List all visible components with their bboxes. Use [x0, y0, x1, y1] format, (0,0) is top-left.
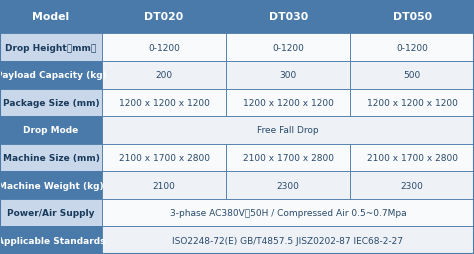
- Text: 2300: 2300: [401, 181, 424, 190]
- Text: 1200 x 1200 x 1200: 1200 x 1200 x 1200: [118, 99, 210, 107]
- Text: DT020: DT020: [145, 12, 183, 22]
- Bar: [226, 34, 350, 62]
- Bar: [350, 144, 474, 172]
- Bar: [102, 144, 226, 172]
- Text: 300: 300: [280, 71, 297, 80]
- Text: Payload Capacity (kg): Payload Capacity (kg): [0, 71, 106, 80]
- Bar: [0, 144, 102, 172]
- Bar: [0, 199, 102, 227]
- Text: 3-phase AC380V，50H / Compressed Air 0.5~0.7Mpa: 3-phase AC380V，50H / Compressed Air 0.5~…: [170, 208, 406, 217]
- Text: Power/Air Supply: Power/Air Supply: [7, 208, 95, 217]
- Text: 200: 200: [155, 71, 173, 80]
- Bar: [102, 89, 226, 117]
- Bar: [102, 117, 474, 144]
- Text: DT050: DT050: [392, 12, 432, 22]
- Bar: [0, 0, 102, 34]
- Bar: [102, 0, 226, 34]
- Bar: [102, 227, 474, 254]
- Text: 500: 500: [403, 71, 421, 80]
- Text: 2100 x 1700 x 2800: 2100 x 1700 x 2800: [118, 153, 210, 162]
- Text: 2100: 2100: [153, 181, 175, 190]
- Text: Free Fall Drop: Free Fall Drop: [257, 126, 319, 135]
- Text: 1200 x 1200 x 1200: 1200 x 1200 x 1200: [243, 99, 334, 107]
- Text: Drop Height（mm）: Drop Height（mm）: [5, 44, 97, 53]
- Text: Applicable Standards: Applicable Standards: [0, 236, 105, 245]
- Bar: [0, 62, 102, 89]
- Bar: [0, 34, 102, 62]
- Text: ISO2248-72(E) GB/T4857.5 JISZ0202-87 IEC68-2-27: ISO2248-72(E) GB/T4857.5 JISZ0202-87 IEC…: [173, 236, 403, 245]
- Text: Drop Mode: Drop Mode: [23, 126, 79, 135]
- Bar: [350, 0, 474, 34]
- Text: 0-1200: 0-1200: [148, 44, 180, 53]
- Text: 2100 x 1700 x 2800: 2100 x 1700 x 2800: [243, 153, 334, 162]
- Bar: [0, 117, 102, 144]
- Bar: [350, 34, 474, 62]
- Text: Machine Weight (kg): Machine Weight (kg): [0, 181, 104, 190]
- Bar: [226, 89, 350, 117]
- Text: 2300: 2300: [277, 181, 300, 190]
- Text: 1200 x 1200 x 1200: 1200 x 1200 x 1200: [367, 99, 457, 107]
- Bar: [102, 34, 226, 62]
- Bar: [226, 172, 350, 199]
- Text: 0-1200: 0-1200: [272, 44, 304, 53]
- Text: Model: Model: [32, 12, 70, 22]
- Bar: [226, 144, 350, 172]
- Text: Machine Size (mm): Machine Size (mm): [2, 153, 100, 162]
- Bar: [226, 0, 350, 34]
- Bar: [0, 172, 102, 199]
- Bar: [350, 89, 474, 117]
- Bar: [0, 227, 102, 254]
- Bar: [102, 199, 474, 227]
- Text: 0-1200: 0-1200: [396, 44, 428, 53]
- Bar: [102, 172, 226, 199]
- Text: DT030: DT030: [269, 12, 308, 22]
- Bar: [350, 62, 474, 89]
- Text: Package Size (mm): Package Size (mm): [3, 99, 99, 107]
- Text: 2100 x 1700 x 2800: 2100 x 1700 x 2800: [367, 153, 457, 162]
- Bar: [350, 172, 474, 199]
- Bar: [0, 89, 102, 117]
- Bar: [226, 62, 350, 89]
- Bar: [102, 62, 226, 89]
